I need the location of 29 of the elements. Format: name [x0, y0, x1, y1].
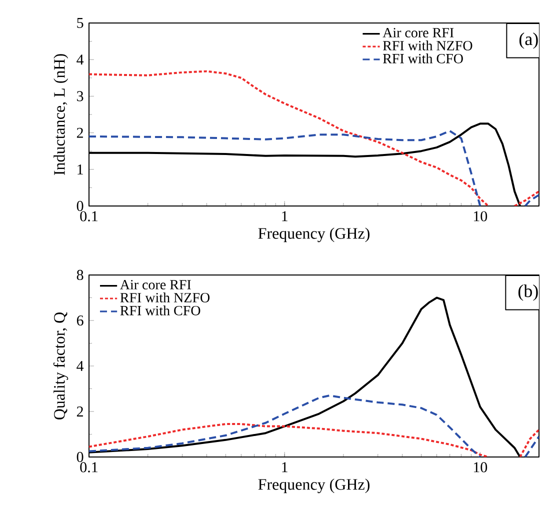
- annotation: (a): [519, 32, 538, 49]
- annotation: (b): [518, 284, 538, 301]
- y-tick-label: 8: [76, 270, 84, 280]
- x-tick-label: 0.1: [80, 462, 98, 472]
- legend-label: RFI with CFO: [120, 305, 200, 316]
- x-tick-label: 1: [282, 211, 288, 222]
- legend-label: Air core RFI: [382, 28, 454, 38]
- y-axis-title: Quality factor, Q: [53, 312, 68, 420]
- x-axis-title: Frequency (GHz): [258, 478, 370, 494]
- y-tick-label: 2: [76, 128, 83, 138]
- y-tick-label: 4: [76, 361, 84, 371]
- y-tick-label: 3: [77, 91, 84, 102]
- y-tick-label: 6: [76, 315, 84, 326]
- legend-label: Air core RFI: [120, 280, 191, 290]
- y-tick-label: 4: [76, 54, 84, 65]
- y-tick-label: 1: [78, 164, 83, 174]
- legend-label: RFI with NZFO: [382, 40, 472, 50]
- y-tick-label: 0: [76, 452, 84, 462]
- x-tick-label: 10: [474, 211, 488, 222]
- x-tick-label: 1: [282, 462, 288, 472]
- x-tick-label: 10: [474, 462, 488, 472]
- y-tick-label: 0: [76, 200, 84, 212]
- y-tick-label: 2: [76, 406, 83, 416]
- x-axis-title: Frequency (GHz): [258, 228, 370, 242]
- y-tick-label: 5: [77, 18, 84, 28]
- legend-label: RFI with NZFO: [120, 292, 210, 302]
- x-tick-label: 0.1: [80, 211, 98, 222]
- y-axis-title: Inductance, L (nH): [54, 54, 68, 175]
- legend-label: RFI with CFO: [382, 53, 463, 64]
